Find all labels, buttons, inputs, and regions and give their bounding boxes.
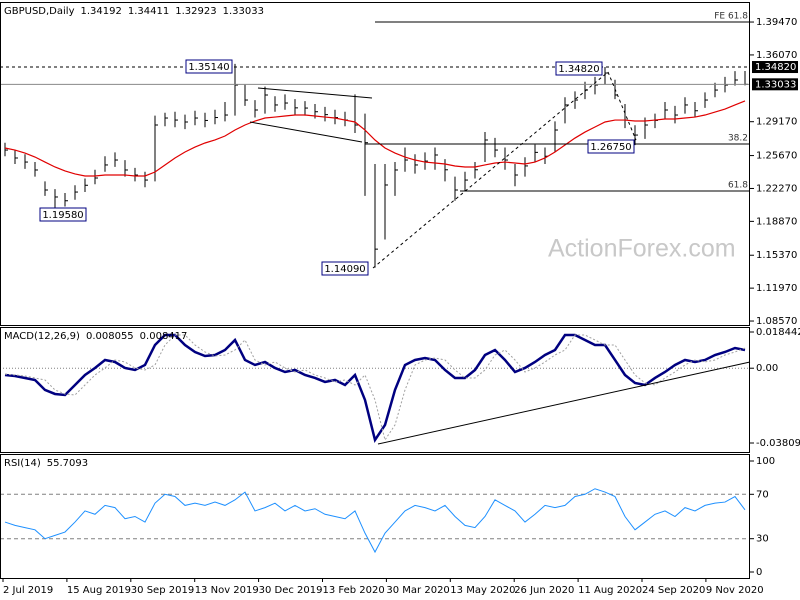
panel-frame [0,2,750,326]
panel-header-value: 55.7093 [47,458,88,469]
point-label: 1.14090 [324,264,365,275]
point-label-box [39,207,87,222]
panel-title: GBPUSD,Daily [4,6,75,17]
indicator-line [4,488,746,554]
point-label: 1.34820 [558,64,599,75]
y-tick-label: 100 [756,456,775,467]
x-tick-label: 13 May 2020 [450,585,515,596]
point-label: 1.19580 [42,210,83,221]
watermark: ActionForex.com [548,235,736,263]
x-tick-label: 13 Nov 2019 [195,585,259,596]
panel-title: MACD(12,26,9) [4,331,80,342]
y-tick-label: 1.39470 [756,17,797,28]
fib-level-label: 61.8 [728,180,748,190]
y-tick-label: 0.018442 [756,327,800,338]
y-tick-label: 1.18870 [756,216,797,227]
panel-header-value: 1.33033 [223,6,264,17]
y-tick-label: 1.25670 [756,151,797,162]
price-mark-label: 1.33033 [755,79,796,90]
panel-header: MACD(12,26,9) 0.008055 0.008417 [4,331,187,342]
x-tick-label: 2 Jul 2019 [3,585,53,596]
y-tick-label: 1.36070 [756,50,797,61]
channel-line [257,87,373,99]
x-tick-label: 9 Nov 2020 [706,585,764,596]
point-label: 1.26750 [590,142,631,153]
y-tick-label: 1.15370 [756,250,797,261]
y-tick-label: 0.00 [756,363,778,374]
panel-header-value: 0.008417 [140,331,188,342]
indicator-line [4,333,746,443]
x-tick-label: 30 Dec 2019 [259,585,323,596]
x-tick-label: 30 Mar 2020 [386,585,449,596]
y-tick-label: 0 [756,567,762,578]
panel-header: RSI(14) 55.7093 [4,458,88,469]
panel-title: RSI(14) [4,458,41,469]
point-label: 1.35140 [188,62,229,73]
y-tick-label: 30 [756,534,769,545]
point-label-box [321,261,369,276]
panel-header: GBPUSD,Daily 1.34192 1.34411 1.32923 1.33033 [4,6,264,17]
x-tick-label: 11 Aug 2020 [578,585,642,596]
x-tick-label: 24 Sep 2020 [642,585,705,596]
point-label-box [587,139,635,154]
panel-header-value: 1.34411 [128,6,169,17]
y-tick-label: 1.08570 [756,316,797,327]
y-tick-label: 1.29170 [756,117,797,128]
x-tick-label: 30 Sep 2019 [131,585,194,596]
y-tick-label: 70 [756,489,769,500]
panel-header-value: 0.008055 [86,331,134,342]
x-tick-label: 13 Feb 2020 [323,585,385,596]
y-tick-label: 1.11970 [756,283,797,294]
trend-line [607,71,637,141]
point-label-box [555,61,603,76]
y-tick-label: 1.22270 [756,183,797,194]
x-tick-label: 26 Jun 2020 [514,585,574,596]
panel-header-value: 1.34192 [81,6,122,17]
panel-frame [0,454,750,579]
macd-trend-line [377,361,751,445]
point-label-box [185,59,233,74]
y-tick-label: -0.038095 [756,438,800,449]
price-mark-label: 1.34820 [755,62,796,73]
price-mark-box [752,78,798,91]
panel-header-value: 1.32923 [175,6,216,17]
channel-line [249,121,363,143]
price-mark-box [752,61,798,74]
fib-level-label: 38.2 [728,134,748,144]
moving-average [4,100,746,177]
panel-frame [0,327,750,453]
fib-level-label: FE 61.8 [714,12,748,22]
x-tick-label: 15 Aug 2019 [67,585,131,596]
